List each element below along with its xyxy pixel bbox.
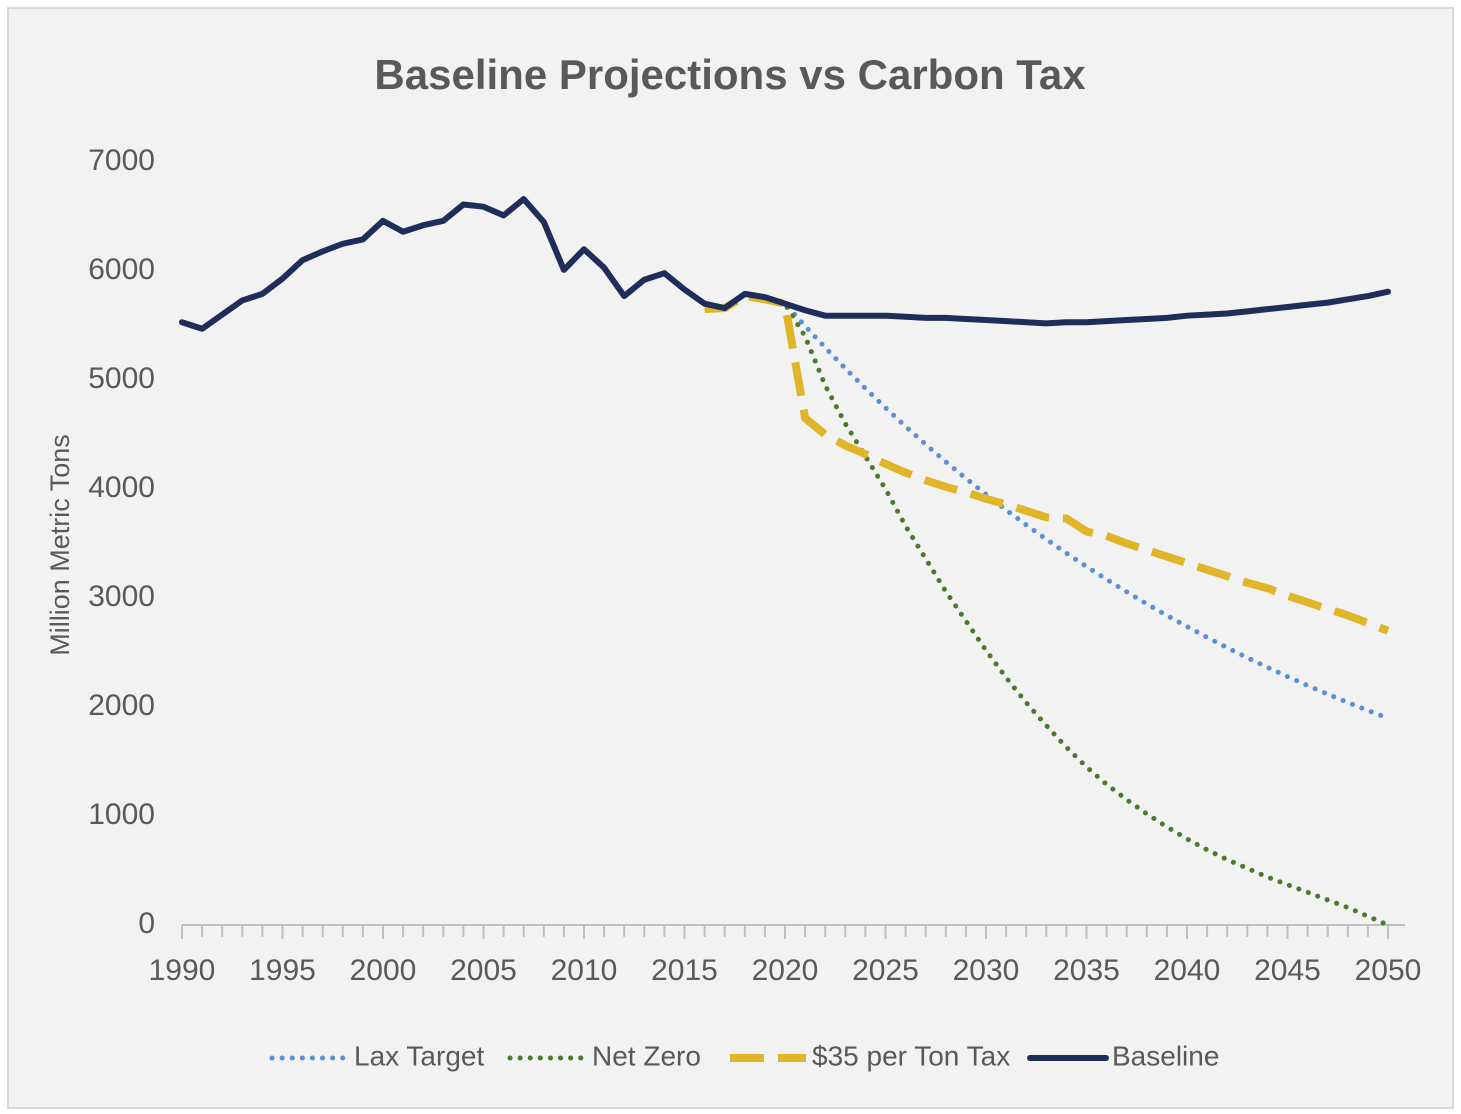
x-tick-label: 2045 [1254, 954, 1321, 987]
y-tick-label: 6000 [88, 253, 155, 286]
y-tick-label: 4000 [88, 471, 155, 504]
x-tick-label: 2030 [953, 954, 1020, 987]
series-line [704, 292, 1390, 635]
legend-label: Baseline [1112, 1040, 1219, 1071]
x-tick-label: 2015 [651, 954, 718, 987]
x-tick-label: 2040 [1154, 954, 1221, 987]
y-tick-label: 1000 [88, 798, 155, 831]
chart-title: Baseline Projections vs Carbon Tax [374, 51, 1086, 98]
x-tick-label: 2025 [852, 954, 919, 987]
chart-frame [7, 7, 1454, 1109]
x-tick-label: 2020 [752, 954, 819, 987]
x-tick-label: 2010 [551, 954, 618, 987]
y-tick-label: 2000 [88, 689, 155, 722]
x-tick-label: 2000 [350, 954, 417, 987]
x-tick-label: 2005 [450, 954, 517, 987]
series-line [179, 196, 1391, 332]
y-tick-label: 0 [138, 907, 155, 940]
x-tick-label: 1995 [249, 954, 316, 987]
y-tick-label: 3000 [88, 580, 155, 613]
legend-label: Net Zero [592, 1040, 701, 1071]
y-tick-label: 5000 [88, 362, 155, 395]
x-tick-label: 2050 [1355, 954, 1422, 987]
x-tick-label: 2035 [1053, 954, 1120, 987]
x-tick-label: 1990 [149, 954, 216, 987]
y-axis-label: Million Metric Tons [45, 434, 75, 656]
y-tick-label: 7000 [88, 144, 155, 177]
legend-label: Lax Target [354, 1040, 484, 1071]
legend-label: $35 per Ton Tax [812, 1040, 1010, 1071]
series-line [702, 291, 1391, 928]
